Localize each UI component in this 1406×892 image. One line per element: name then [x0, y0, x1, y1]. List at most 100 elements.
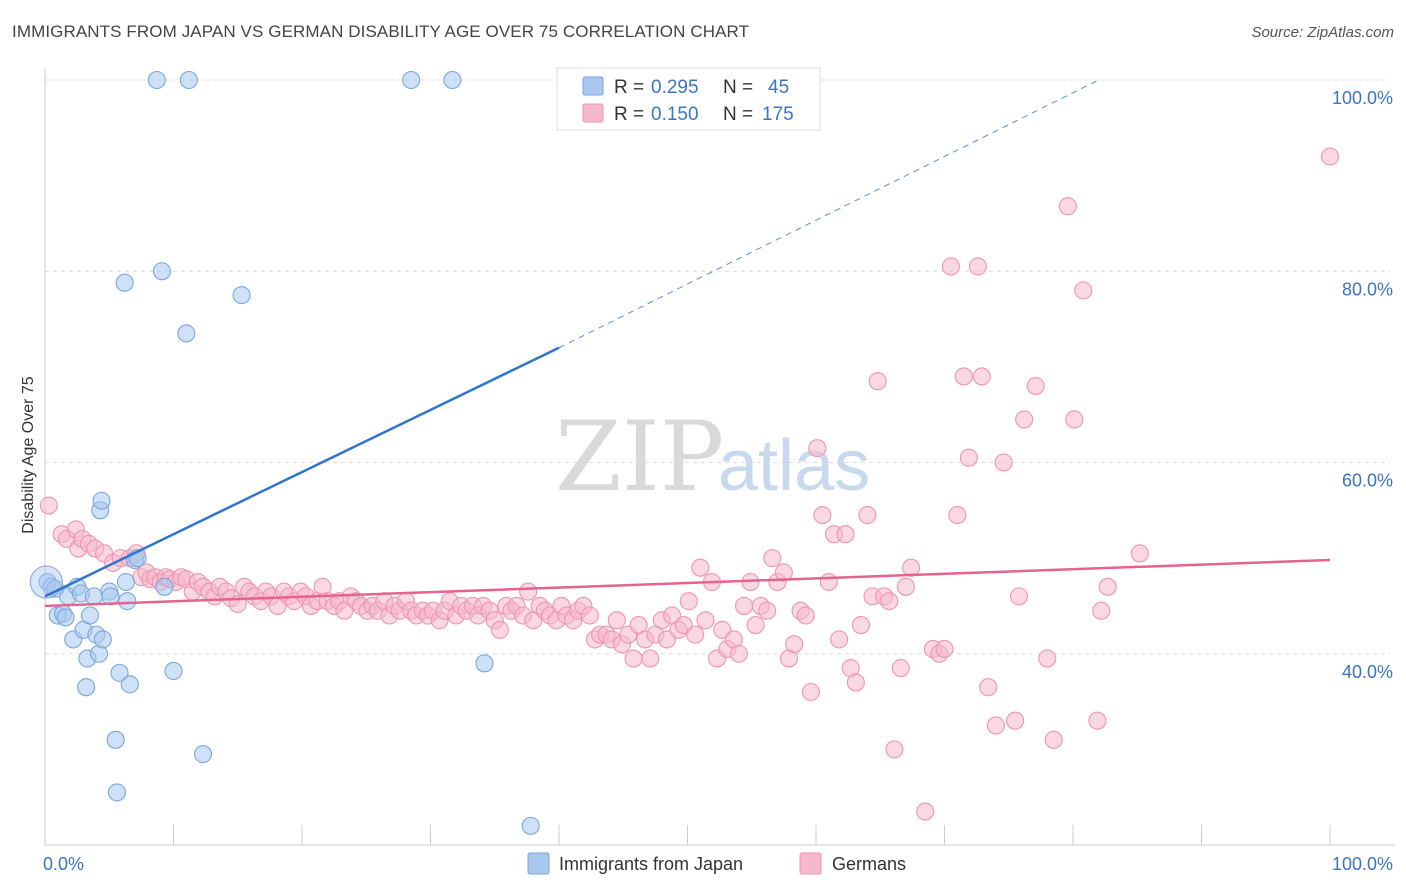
trend-line-japan — [44, 346, 560, 598]
legend-n-value: 175 — [762, 104, 794, 125]
legend-swatch-germans — [582, 103, 604, 123]
data-points — [29, 70, 1340, 835]
point-germans — [846, 673, 865, 692]
legend-bottom-swatch-germans — [799, 852, 822, 875]
y-tick-label: 60.0% — [1342, 471, 1393, 491]
point-japan — [521, 816, 540, 835]
point-germans — [1320, 147, 1340, 166]
point-germans — [774, 563, 793, 582]
point-germans — [1065, 410, 1084, 429]
grid-lines — [45, 79, 1390, 655]
point-japan — [29, 565, 63, 599]
point-germans — [968, 257, 987, 276]
legend-n-label: N = — [723, 104, 753, 125]
point-germans — [808, 439, 827, 458]
point-germans — [935, 639, 954, 659]
trend-lines — [44, 79, 1331, 608]
point-germans — [39, 496, 58, 515]
legend-top: R = 0.295 N = 45 R = 0.150 N = 175 — [556, 67, 821, 131]
point-germans — [734, 596, 754, 615]
point-germans — [858, 506, 877, 525]
watermark-atlas: atlas — [718, 426, 870, 506]
x-tick-label: 100.0% — [1332, 854, 1393, 874]
point-germans — [1044, 730, 1063, 749]
point-germans — [641, 649, 660, 668]
point-germans — [580, 606, 599, 625]
point-germans — [972, 367, 991, 386]
point-japan — [106, 730, 125, 749]
point-germans — [519, 582, 538, 601]
point-germans — [679, 592, 698, 611]
point-japan — [107, 783, 127, 802]
point-germans — [1074, 281, 1093, 300]
point-germans — [696, 611, 715, 630]
legend-n-value: 45 — [768, 77, 789, 98]
legend-bottom-swatch-japan — [527, 852, 550, 875]
point-germans — [986, 716, 1005, 735]
point-germans — [763, 549, 782, 568]
point-germans — [851, 616, 871, 635]
point-germans — [941, 257, 960, 276]
y-tick-label: 40.0% — [1342, 662, 1393, 682]
point-japan — [80, 606, 100, 625]
point-germans — [686, 625, 705, 644]
point-germans — [801, 682, 820, 702]
point-germans — [1130, 544, 1149, 563]
point-japan — [93, 630, 112, 649]
point-japan — [194, 745, 213, 764]
point-germans — [891, 659, 910, 678]
legend-r-value: 0.295 — [651, 77, 699, 98]
point-germans — [880, 592, 899, 611]
point-germans — [785, 635, 804, 654]
legend-bottom: Immigrants from Japan Germans — [527, 852, 906, 875]
trend-line-japan-extension — [558, 79, 1099, 349]
point-japan — [177, 324, 196, 343]
point-germans — [1058, 197, 1077, 216]
point-japan — [232, 286, 251, 305]
point-germans — [948, 506, 967, 525]
legend-n-label: N = — [723, 77, 753, 98]
source-credit: Source: ZipAtlas.com — [1251, 24, 1394, 41]
trend-line-germans — [44, 558, 1331, 608]
point-germans — [885, 740, 904, 759]
point-germans — [1009, 587, 1029, 606]
legend-bottom-label-japan: Immigrants from Japan — [559, 854, 743, 874]
legend-r-label: R = — [614, 77, 644, 98]
x-tick-label: 0.0% — [43, 854, 84, 874]
point-germans — [896, 577, 916, 596]
point-germans — [959, 448, 978, 467]
point-germans — [830, 630, 849, 649]
point-japan — [118, 592, 137, 611]
point-germans — [979, 678, 998, 697]
chart-title: IMMIGRANTS FROM JAPAN VS GERMAN DISABILI… — [12, 22, 750, 41]
point-germans — [1006, 711, 1025, 730]
point-germans — [1015, 410, 1034, 429]
point-germans — [836, 525, 855, 544]
watermark-zip: ZIP — [555, 401, 724, 513]
y-tick-label: 80.0% — [1342, 279, 1393, 299]
point-germans — [819, 572, 838, 592]
point-japan — [443, 70, 462, 90]
point-japan — [120, 675, 139, 694]
point-germans — [954, 367, 973, 386]
point-japan — [116, 572, 136, 592]
point-japan — [84, 587, 103, 606]
legend-bottom-label-germans: Germans — [832, 854, 906, 874]
point-japan — [115, 273, 134, 292]
point-germans — [691, 558, 710, 577]
point-germans — [746, 616, 765, 635]
point-germans — [490, 620, 509, 639]
point-germans — [1098, 577, 1117, 596]
point-germans — [729, 644, 748, 663]
point-japan — [77, 678, 96, 697]
point-japan — [164, 661, 183, 681]
point-germans — [624, 649, 643, 668]
point-germans — [1088, 711, 1107, 730]
point-japan — [179, 70, 198, 90]
y-tick-label: 100.0% — [1332, 88, 1393, 108]
point-germans — [607, 611, 626, 630]
tick-labels: 40.0% 60.0% 80.0% 100.0% 0.0% 100.0% — [43, 88, 1393, 874]
point-germans — [994, 453, 1013, 472]
point-japan — [475, 654, 494, 673]
